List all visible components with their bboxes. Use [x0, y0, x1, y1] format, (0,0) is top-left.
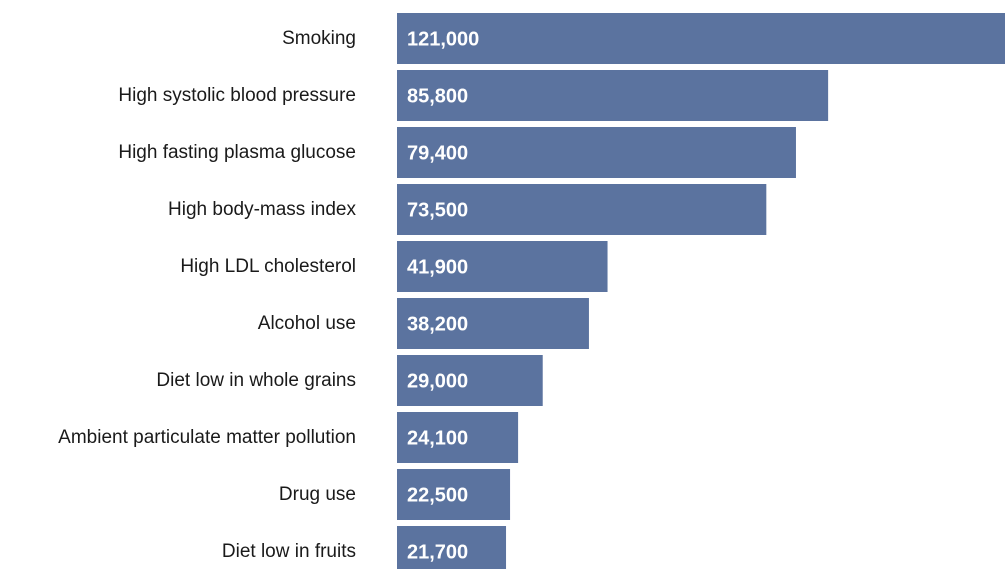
category-label-2: High fasting plasma glucose — [118, 142, 356, 163]
bar-7 — [397, 412, 519, 463]
bar-3 — [397, 184, 767, 235]
value-label-8: 22,500 — [407, 485, 468, 507]
category-label-1: High systolic blood pressure — [118, 85, 356, 106]
bar-5 — [397, 298, 589, 349]
value-label-1: 85,800 — [407, 86, 468, 108]
value-label-7: 24,100 — [407, 428, 468, 450]
bar-6 — [397, 355, 543, 406]
bar-2 — [397, 127, 796, 178]
category-label-4: High LDL cholesterol — [180, 256, 356, 277]
value-label-6: 29,000 — [407, 371, 468, 393]
bar-9 — [397, 526, 507, 569]
value-label-3: 73,500 — [407, 200, 468, 222]
category-label-7: Ambient particulate matter pollution — [58, 427, 356, 448]
category-labels-group: Smoking High systolic blood pressure High … — [58, 28, 356, 562]
bar-0 — [397, 13, 1005, 64]
bar-8 — [397, 469, 511, 520]
bar-1 — [397, 70, 829, 121]
category-label-9: Diet low in fruits — [222, 541, 356, 562]
value-label-2: 79,400 — [407, 143, 468, 165]
value-label-0: 121,000 — [407, 29, 479, 51]
value-label-4: 41,900 — [407, 257, 468, 279]
bar-4 — [397, 241, 608, 292]
value-label-5: 38,200 — [407, 314, 468, 336]
category-label-5: Alcohol use — [258, 313, 356, 334]
category-label-3: High body-mass index — [168, 199, 356, 220]
category-label-0: Smoking — [282, 28, 356, 49]
bars-group — [397, 13, 1005, 569]
value-label-9: 21,700 — [407, 542, 468, 564]
category-label-8: Drug use — [279, 484, 356, 505]
value-labels-group: 121,000 85,800 79,400 73,500 41,900 38,200 29,… — [407, 29, 479, 564]
category-label-6: Diet low in whole grains — [156, 370, 356, 391]
